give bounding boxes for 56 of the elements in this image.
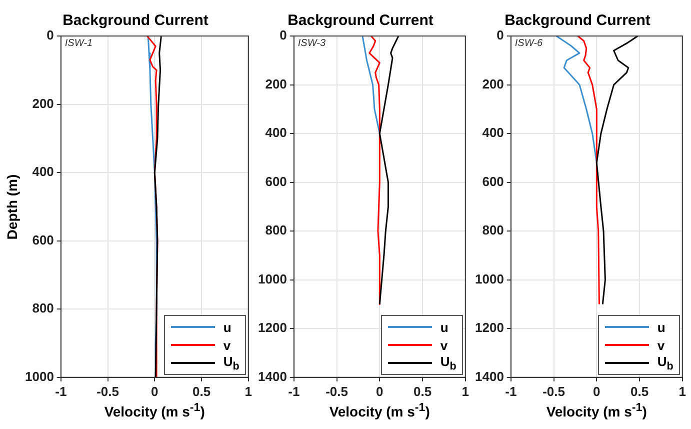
y-tick-label: 600	[265, 174, 287, 189]
y-tick-label: 600	[32, 232, 54, 248]
y-tick-label: 400	[265, 125, 287, 140]
y-tick-label: 1400	[258, 368, 287, 384]
y-tick-label: 200	[32, 96, 54, 111]
legend-label: u	[223, 320, 232, 335]
x-axis-title: Velocity (m s$^{-1}$)	[329, 401, 430, 420]
y-tick-label: 400	[32, 164, 54, 180]
x-tick-label: 0.5	[413, 384, 432, 399]
legend-label: U$_{b}$	[440, 354, 456, 373]
y-tick-label: 1000	[475, 271, 504, 286]
y-tick-label: 800	[32, 300, 54, 316]
legend-label: u	[657, 320, 666, 335]
y-tick-label: 1200	[258, 320, 287, 336]
x-tick-label: -1	[55, 384, 67, 399]
y-tick-label: 1400	[475, 368, 504, 384]
annotation: ISW-1	[64, 38, 93, 49]
x-tick-label: -1	[505, 384, 517, 399]
x-tick-label: -0.5	[326, 384, 348, 399]
x-tick-label: 1	[462, 384, 469, 399]
y-tick-label: 800	[482, 222, 504, 238]
x-axis-title: Velocity (m s$^{-1}$)	[546, 401, 647, 420]
annotation: ISW-6	[514, 38, 543, 49]
x-tick-label: -0.5	[542, 384, 565, 399]
y-tick-label: 200	[265, 76, 287, 92]
x-tick-label: 0.5	[630, 384, 649, 399]
legend-label: v	[223, 338, 231, 353]
y-tick-label: 0	[496, 28, 504, 43]
x-tick-label: 1	[244, 384, 252, 399]
x-tick-label: 0.5	[192, 384, 211, 399]
legend-label: u	[440, 320, 448, 335]
x-tick-label: 0	[151, 384, 158, 399]
legend-label: v	[657, 338, 665, 353]
x-axis-title: Velocity (m s$^{-1}$)	[104, 401, 205, 420]
y-tick-label: 1000	[258, 271, 287, 286]
legend-label: U$_{b}$	[657, 354, 674, 373]
x-tick-label: -1	[288, 384, 300, 399]
x-tick-label: -0.5	[96, 384, 119, 399]
y-tick-label: 800	[265, 222, 287, 238]
legend-label: v	[440, 338, 448, 353]
y-axis-title: Depth (m)	[4, 174, 20, 240]
y-tick-label: 200	[482, 76, 504, 92]
y-tick-label: 0	[46, 28, 54, 43]
y-tick-label: 400	[482, 125, 504, 140]
chart-title: Background Current	[62, 12, 208, 30]
annotation: ISW-3	[298, 38, 326, 49]
legend-label: U$_{b}$	[223, 354, 240, 373]
x-tick-label: 0	[593, 384, 600, 399]
x-tick-label: 1	[678, 384, 686, 399]
y-tick-label: 1000	[25, 368, 54, 384]
chart-title: Background Current	[504, 12, 650, 30]
chart-title: Background Current	[288, 12, 434, 30]
y-tick-label: 1200	[475, 320, 504, 336]
x-tick-label: 0	[376, 384, 384, 399]
y-tick-label: 0	[280, 28, 287, 43]
y-tick-label: 600	[482, 174, 504, 189]
